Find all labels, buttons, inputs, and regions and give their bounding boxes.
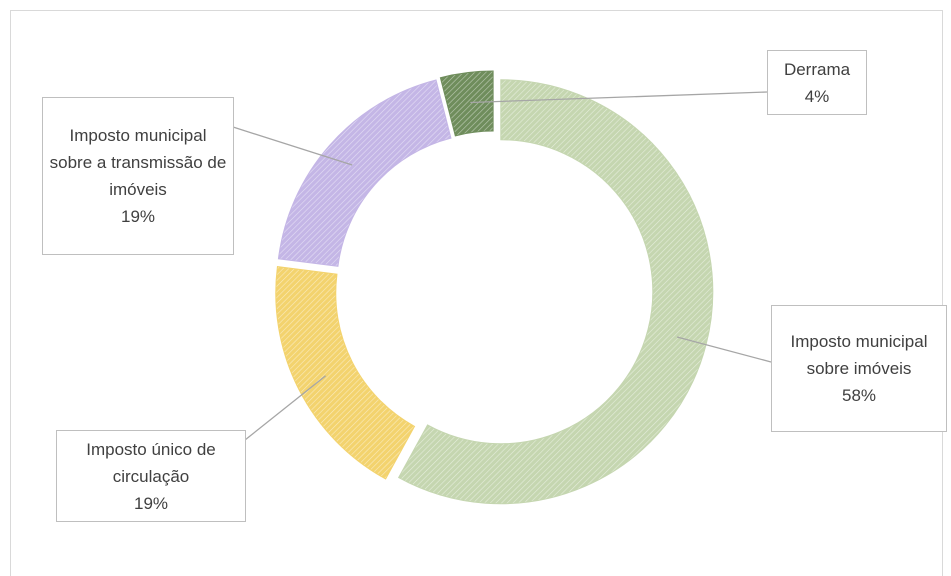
- value-label: 58%: [841, 386, 877, 405]
- leader-line: [232, 126, 353, 166]
- category-label: Imposto único de circulação: [86, 439, 216, 486]
- data-label: Imposto único de circulação 19%: [56, 430, 246, 522]
- category-label: Imposto municipal sobre imóveis: [790, 332, 928, 378]
- donut-slice: [277, 79, 452, 267]
- category-label: Imposto municipal sobre a transmissão de…: [49, 126, 227, 199]
- value-label: 4%: [804, 86, 830, 106]
- leader-line: [676, 336, 772, 363]
- data-label: Imposto municipal sobre imóveis 58%: [771, 305, 947, 432]
- data-label: Derrama 4%: [767, 50, 867, 115]
- leader-line: [244, 375, 327, 441]
- category-label: Derrama: [783, 59, 851, 79]
- donut-slice: [275, 266, 416, 480]
- data-label: Imposto municipal sobre a transmissão de…: [42, 97, 234, 255]
- value-label: 19%: [120, 207, 156, 226]
- chart-frame: [10, 10, 943, 576]
- leader-line: [470, 91, 768, 104]
- donut-slice: [397, 79, 714, 505]
- value-label: 19%: [133, 493, 169, 513]
